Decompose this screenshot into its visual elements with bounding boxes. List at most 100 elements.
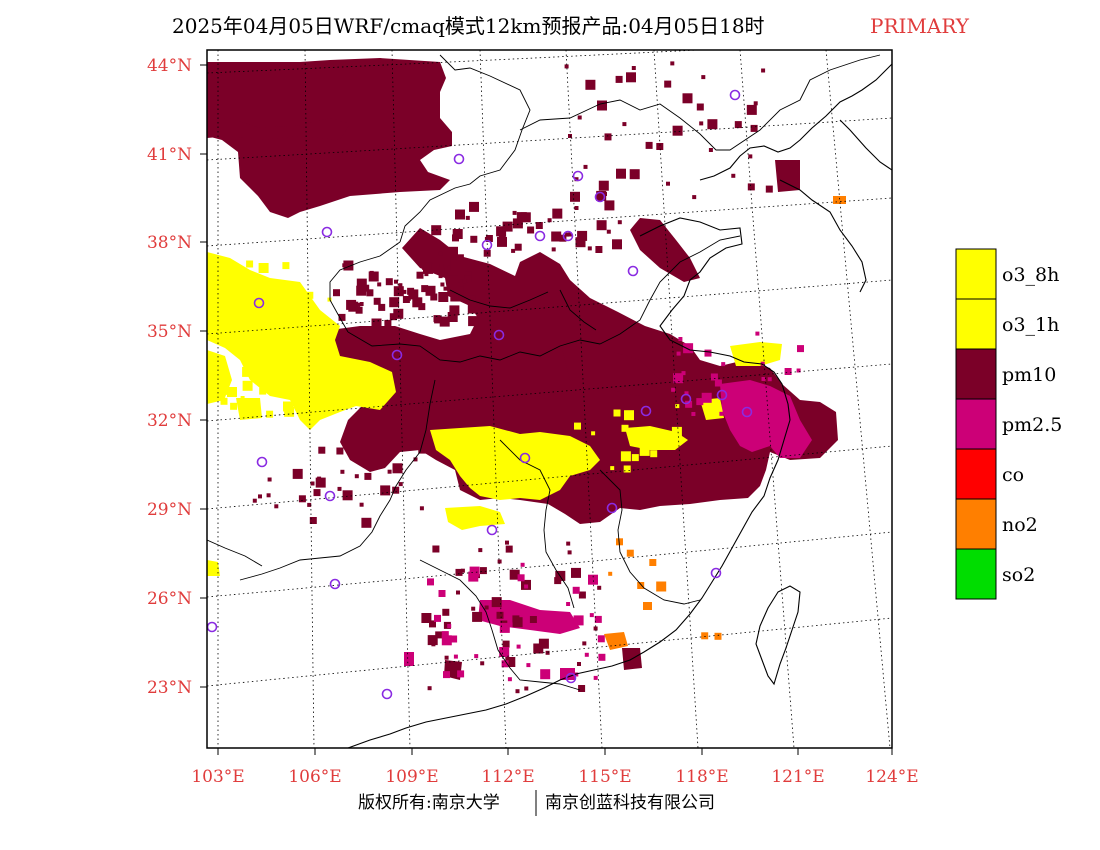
pollution-pixel bbox=[746, 104, 757, 115]
station-marker bbox=[324, 490, 336, 502]
pollution-pixel bbox=[512, 210, 517, 215]
pollution-pixel bbox=[766, 415, 774, 423]
pollution-pixel bbox=[468, 295, 476, 303]
pollution-pixel bbox=[389, 297, 400, 308]
pollution-pixel bbox=[393, 308, 404, 319]
pollution-pixel bbox=[313, 489, 321, 497]
pollution-pixel bbox=[258, 494, 262, 499]
pollution-pixel bbox=[343, 260, 354, 271]
pollution-pixel bbox=[517, 574, 525, 582]
pollution-pixel bbox=[676, 351, 681, 356]
pollution-pixel bbox=[306, 368, 314, 376]
pollution-pixel bbox=[538, 638, 549, 649]
pollution-pixel bbox=[407, 287, 415, 295]
legend-label: o3_8h bbox=[1002, 264, 1059, 286]
pollution-pixel bbox=[593, 675, 598, 680]
station-marker bbox=[321, 226, 333, 238]
pollution-pixel bbox=[499, 647, 510, 657]
pollution-pixel bbox=[664, 80, 672, 88]
pollution-pixel bbox=[429, 620, 436, 628]
pollution-pixel bbox=[617, 220, 622, 225]
pollution-pixel bbox=[303, 411, 308, 415]
pollution-pixel bbox=[573, 615, 584, 626]
pm25-region-south-spot bbox=[560, 668, 575, 680]
pollution-pixel bbox=[444, 655, 449, 660]
o3-region-jiangsu bbox=[730, 342, 782, 366]
legend-swatch-so2 bbox=[955, 548, 997, 600]
pollution-pixel bbox=[631, 66, 636, 70]
pollution-pixel bbox=[474, 654, 479, 659]
station-marker bbox=[562, 230, 574, 242]
pollution-pixel bbox=[631, 454, 639, 462]
pollution-pixel bbox=[731, 173, 736, 178]
pollution-pixel bbox=[259, 370, 270, 381]
pollution-pixel bbox=[424, 272, 429, 277]
pollution-pixel bbox=[402, 289, 407, 294]
pollution-pixel bbox=[570, 191, 580, 202]
pollution-pixel bbox=[427, 635, 438, 646]
footer-copyright: 版权所有:南京大学 bbox=[358, 793, 500, 813]
pollution-pixel bbox=[681, 371, 686, 376]
pollution-pixel bbox=[430, 293, 438, 301]
province-boundaries bbox=[207, 54, 881, 691]
pollution-pixel bbox=[760, 361, 765, 366]
pollution-pixel bbox=[551, 231, 562, 242]
pollution-pixel bbox=[571, 567, 581, 578]
pollution-pixel bbox=[392, 463, 403, 474]
pollution-pixel bbox=[524, 686, 529, 691]
pollution-pixel bbox=[484, 605, 489, 610]
pollution-pixel bbox=[447, 312, 458, 322]
pollution-pixel bbox=[701, 392, 712, 403]
pollution-pixel bbox=[606, 229, 611, 234]
pollution-pixel bbox=[683, 343, 694, 354]
pollution-pixel bbox=[310, 481, 315, 486]
longitude-labels: 103°E 106°E 109°E 112°E 115°E 118°E 121°E 124°E bbox=[191, 748, 919, 787]
pollution-pixel bbox=[514, 243, 522, 251]
pollution-pixel bbox=[450, 257, 461, 268]
o3-region-central bbox=[430, 426, 600, 500]
pollution-pixel bbox=[597, 100, 607, 111]
pollution-pixel bbox=[377, 282, 382, 287]
lon-label: 124°E bbox=[865, 767, 918, 787]
station-marker bbox=[572, 170, 584, 182]
pollution-pixel bbox=[575, 237, 586, 248]
pollution-pixel bbox=[574, 422, 581, 430]
pollution-pixel bbox=[501, 660, 509, 668]
legend-swatch-o3_1h bbox=[955, 298, 997, 350]
pollution-pixel bbox=[626, 549, 634, 557]
pollutant-legend: o3_8h o3_1h pm10 pm2.5 co no2 so2 bbox=[955, 248, 1062, 600]
pollution-pixel bbox=[298, 495, 306, 503]
legend-swatch-no2 bbox=[955, 498, 997, 550]
pollution-pixel bbox=[452, 229, 463, 239]
pollution-pixel bbox=[439, 316, 450, 327]
pollution-pixel bbox=[368, 271, 379, 282]
pollution-pixel bbox=[568, 134, 572, 138]
pollution-pixel bbox=[471, 606, 476, 611]
pollution-pixel bbox=[310, 414, 315, 419]
pollution-pixel bbox=[574, 177, 579, 182]
primary-tag: PRIMARY bbox=[870, 14, 970, 38]
pollution-pixel bbox=[464, 275, 472, 283]
pollution-pixel bbox=[394, 279, 398, 284]
legend-label: no2 bbox=[1002, 514, 1038, 536]
pollution-pixel bbox=[761, 377, 766, 381]
pollution-pixel bbox=[649, 559, 657, 566]
pollution-pixel bbox=[527, 226, 535, 234]
pollution-pixel bbox=[497, 236, 507, 247]
pollution-pixel bbox=[692, 195, 697, 200]
pollution-pixel bbox=[470, 235, 478, 243]
figure-title: 2025年04月05日WRF/cmaq模式12km预报产品:04月05日18时 bbox=[172, 14, 765, 38]
pollution-pixel bbox=[369, 270, 374, 275]
pm10-region-hubei bbox=[560, 340, 660, 396]
pollution-pixel bbox=[296, 396, 304, 404]
no2-region-northeast bbox=[833, 196, 846, 204]
pollution-pixel bbox=[267, 312, 275, 320]
pollution-pixel bbox=[354, 474, 359, 479]
pollution-pixel bbox=[656, 143, 664, 150]
pollution-pixel bbox=[714, 379, 722, 387]
map-frame bbox=[206, 49, 893, 749]
pollution-pixel bbox=[443, 286, 448, 291]
pollution-pixel bbox=[502, 221, 513, 232]
legend-label: o3_1h bbox=[1002, 314, 1059, 336]
pollution-pixel bbox=[452, 234, 459, 242]
